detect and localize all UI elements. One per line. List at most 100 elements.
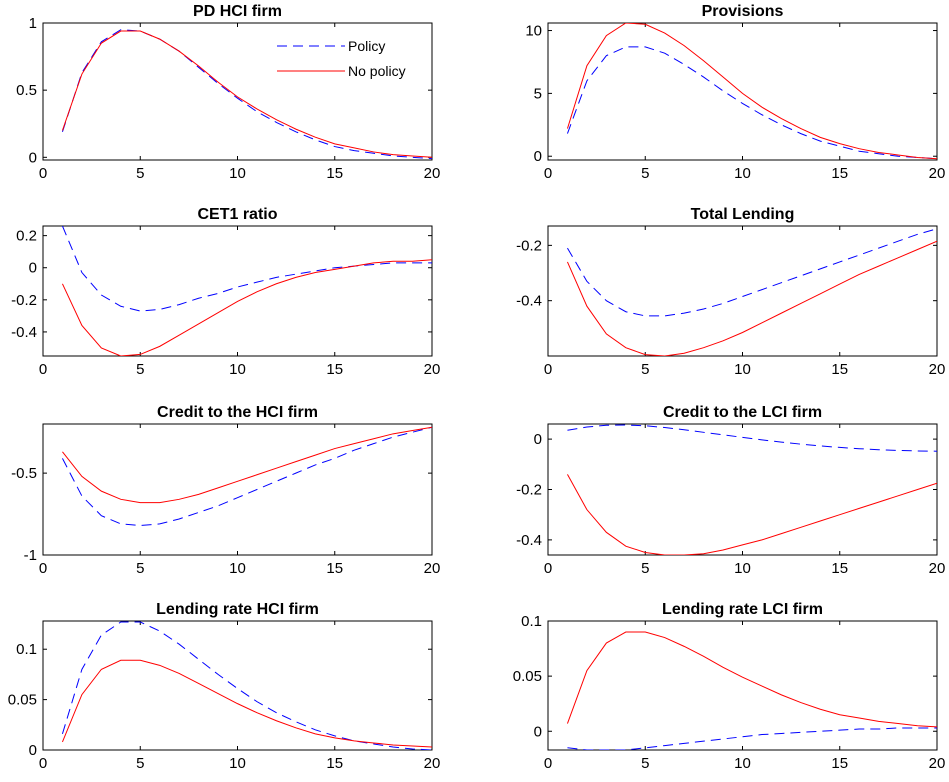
x-tick-label: 20 [929, 560, 946, 577]
chart-panel: Credit to the HCI firm 0 5 10 15 20 -1 -0.5 [11, 404, 440, 577]
chart-panel: Lending rate LCI firm 0 5 10 15 20 0 0.05 0.1 [513, 601, 946, 772]
y-tick-label: -0.2 [516, 482, 542, 499]
x-tick-label: 5 [136, 560, 144, 577]
y-tick-label: 5 [534, 85, 542, 102]
x-tick-label: 0 [39, 361, 47, 378]
axes-box [547, 225, 938, 357]
axes-box [547, 423, 938, 556]
y-tick-label: 0 [534, 431, 542, 448]
x-tick-label: 15 [326, 361, 343, 378]
x-tick-label: 5 [641, 361, 649, 378]
x-tick-label: 10 [229, 361, 246, 378]
x-tick-label: 15 [831, 755, 848, 772]
x-tick-label: 5 [136, 165, 144, 182]
series-line-policy [566, 46, 937, 160]
x-tick-label: 20 [929, 361, 946, 378]
chart-panel: CET1 ratio 0 5 10 15 20 -0.4 -0.2 0 0.2 [11, 206, 440, 378]
x-tick-label: 0 [39, 560, 47, 577]
x-tick-label: 15 [831, 361, 848, 378]
x-tick-label: 10 [734, 755, 751, 772]
x-tick-label: 20 [424, 165, 441, 182]
x-tick-label: 5 [136, 361, 144, 378]
y-tick-label: 0.05 [513, 668, 542, 685]
chart-title: CET1 ratio [197, 206, 277, 223]
x-tick-label: 10 [229, 165, 246, 182]
x-tick-label: 5 [136, 755, 144, 772]
x-tick-label: 0 [544, 560, 552, 577]
y-tick-label: 0.1 [16, 641, 37, 658]
axes-box [42, 225, 433, 357]
x-tick-label: 20 [929, 755, 946, 772]
x-tick-label: 10 [229, 560, 246, 577]
y-tick-label: 0 [534, 723, 542, 740]
y-tick-label: 0.2 [16, 228, 37, 245]
legend: Policy No policy [277, 38, 406, 79]
x-tick-label: 0 [39, 165, 47, 182]
legend-label: Policy [348, 38, 385, 54]
x-tick-label: 10 [734, 165, 751, 182]
chart-panel: Provisions 0 5 10 15 20 0 5 10 [525, 3, 945, 182]
y-tick-label: 0 [534, 148, 542, 165]
y-tick-label: -1 [24, 547, 37, 564]
y-tick-label: -0.5 [11, 465, 37, 482]
x-tick-label: 20 [424, 361, 441, 378]
y-tick-label: -0.2 [516, 237, 542, 254]
x-tick-label: 15 [326, 755, 343, 772]
series-line-policy [62, 426, 432, 527]
y-tick-label: 0.5 [16, 82, 37, 99]
y-tick-label: 1 [29, 15, 37, 32]
y-tick-label: -0.4 [11, 324, 37, 341]
x-tick-label: 0 [544, 361, 552, 378]
chart-title: Provisions [702, 3, 784, 20]
series-line-no-policy [566, 240, 937, 356]
y-tick-label: -0.4 [516, 293, 542, 310]
x-tick-label: 0 [544, 165, 552, 182]
x-tick-label: 20 [929, 165, 946, 182]
axes-box [547, 22, 938, 161]
x-tick-label: 15 [831, 165, 848, 182]
axes-box [42, 22, 433, 161]
chart-title: Lending rate LCI firm [662, 601, 823, 618]
y-tick-label: -0.2 [11, 292, 37, 309]
y-tick-label: 0 [29, 149, 37, 166]
x-tick-label: 10 [734, 361, 751, 378]
x-tick-label: 10 [734, 560, 751, 577]
x-tick-label: 20 [424, 560, 441, 577]
series-line-policy [61, 29, 432, 160]
series-line-no-policy [567, 474, 937, 555]
chart-panel: Total Lending 0 5 10 15 20 -0.4 -0.2 [516, 206, 945, 378]
legend-label: No policy [348, 63, 406, 79]
x-tick-label: 5 [641, 755, 649, 772]
chart-panel: Lending rate HCI firm 0 5 10 15 20 0 0.05 0.1 [8, 601, 441, 772]
chart-panel: PD HCI firm 0 5 10 15 20 0 0.5 1 [16, 3, 440, 182]
axes-box [547, 620, 938, 751]
x-tick-label: 15 [326, 165, 343, 182]
series-line-no-policy [566, 631, 937, 728]
y-tick-label: 0 [29, 742, 37, 759]
series-line-no-policy [61, 30, 432, 158]
y-tick-label: 10 [525, 23, 542, 40]
chart-title: Total Lending [691, 206, 795, 223]
series-line-no-policy [62, 426, 432, 504]
x-tick-label: 0 [544, 755, 552, 772]
x-tick-label: 15 [326, 560, 343, 577]
x-tick-label: 10 [229, 755, 246, 772]
x-tick-label: 0 [39, 755, 47, 772]
x-tick-label: 15 [831, 560, 848, 577]
series-line-policy [567, 727, 937, 750]
series-line-no-policy [61, 259, 432, 356]
series-line-policy [567, 424, 937, 452]
y-tick-label: -0.4 [516, 532, 542, 549]
chart-panel: Credit to the LCI firm 0 5 10 15 20 -0.4 -0.2 0 [516, 404, 945, 577]
axes-box [42, 620, 433, 751]
x-tick-label: 20 [424, 755, 441, 772]
y-tick-label: 0 [29, 260, 37, 277]
y-tick-label: 0.1 [521, 613, 542, 630]
x-tick-label: 5 [641, 560, 649, 577]
y-tick-label: 0.05 [8, 692, 37, 709]
series-line-no-policy [566, 23, 937, 160]
chart-title: Credit to the HCI firm [157, 404, 318, 421]
x-tick-label: 5 [641, 165, 649, 182]
chart-title: Credit to the LCI firm [663, 404, 822, 421]
